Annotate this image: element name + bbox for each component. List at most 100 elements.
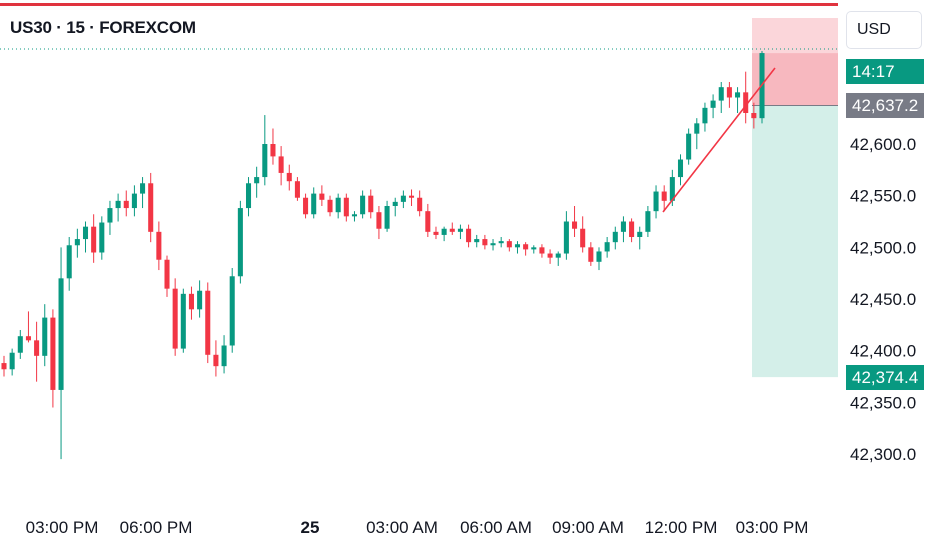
candle [751, 102, 757, 129]
candle-body [539, 247, 545, 254]
candle [531, 245, 537, 254]
candle [661, 185, 667, 212]
candle-body [563, 221, 569, 254]
candle [718, 82, 724, 113]
candle-body [425, 211, 431, 232]
candle-body [743, 92, 749, 113]
candle-body [409, 195, 415, 198]
candle [262, 115, 268, 186]
candle [677, 154, 684, 186]
y-axis: 42,300.0 42,350.0 42,400.0 42,450.0 42,500.0… [850, 135, 916, 464]
y-tick-label: 42,400.0 [850, 342, 916, 361]
candle-body [384, 206, 390, 229]
candle [514, 241, 521, 254]
candle [82, 221, 89, 253]
candle [254, 166, 260, 198]
candle [237, 200, 243, 284]
candle [555, 251, 561, 266]
x-tick-label: 03:00 AM [366, 518, 438, 537]
candle-body [702, 107, 708, 124]
candle [197, 280, 203, 318]
candle-body [205, 290, 211, 355]
candle-body [17, 336, 23, 353]
candle [572, 206, 578, 237]
candles [1, 51, 765, 460]
candle-body [466, 228, 472, 243]
candle [164, 255, 170, 297]
candle [596, 247, 602, 271]
candle-body [74, 239, 80, 246]
candle [140, 177, 146, 209]
candle-body [376, 212, 382, 229]
candle-body [278, 156, 284, 173]
candle [327, 195, 333, 217]
candle [205, 282, 211, 364]
candle-body [294, 181, 300, 198]
candle-body [629, 221, 635, 237]
candle-body [449, 228, 455, 232]
candle [620, 216, 626, 243]
candle-body [523, 244, 529, 250]
candle-body [588, 247, 594, 262]
candle-body [172, 288, 178, 349]
candle [221, 335, 227, 374]
candle [563, 211, 569, 260]
candle [245, 177, 252, 217]
candle [131, 185, 137, 217]
candle-body [188, 293, 194, 310]
candle [319, 185, 325, 206]
candle [286, 164, 292, 191]
candle [441, 226, 447, 242]
currency-button[interactable]: USD [846, 11, 922, 49]
candle [612, 226, 618, 250]
position-zones [752, 18, 838, 378]
candle-body [441, 228, 447, 235]
candle-body [555, 253, 561, 258]
candle-body [694, 123, 700, 134]
candle-body [34, 340, 40, 356]
x-tick-label: 12:00 PM [645, 518, 718, 537]
candle-body [107, 208, 113, 223]
candle [490, 239, 496, 251]
target-zone [752, 105, 838, 378]
y-tick-label: 42,550.0 [850, 187, 916, 206]
candle-body [237, 208, 243, 277]
candle-body [58, 278, 64, 390]
candle-body [360, 195, 366, 215]
y-tick-label: 42,600.0 [850, 135, 916, 154]
target-price-tag: 42,374.4 [846, 365, 924, 390]
candle-body [180, 293, 186, 349]
candle-body [735, 92, 741, 98]
candle [335, 193, 341, 219]
stop-zone [752, 53, 838, 106]
candle-body [433, 231, 439, 235]
candle [604, 237, 610, 258]
candle [710, 94, 716, 119]
candle-body [368, 195, 374, 213]
candle-body [9, 352, 15, 370]
candle-body [164, 259, 170, 289]
candle [58, 247, 64, 460]
candle [409, 189, 415, 206]
candle-body [604, 242, 610, 252]
candle [580, 216, 586, 253]
candle [270, 128, 276, 165]
candle-body [245, 183, 252, 209]
candle [172, 278, 178, 356]
candle-body [514, 244, 521, 248]
candle [743, 71, 749, 124]
candle [50, 309, 56, 408]
y-tick-label: 42,300.0 [850, 445, 916, 464]
candle [107, 200, 113, 235]
candle [694, 118, 700, 150]
candle [303, 193, 309, 219]
x-axis: 03:00 PM 06:00 PM 25 03:00 AM 06:00 AM 09:00 … [26, 518, 809, 537]
candle-body [262, 144, 268, 178]
countdown-tag: 14:17 [846, 59, 924, 84]
candle-body [457, 228, 463, 232]
candle [123, 190, 129, 217]
candle [42, 304, 48, 367]
candle [457, 224, 463, 240]
candle [188, 286, 194, 320]
